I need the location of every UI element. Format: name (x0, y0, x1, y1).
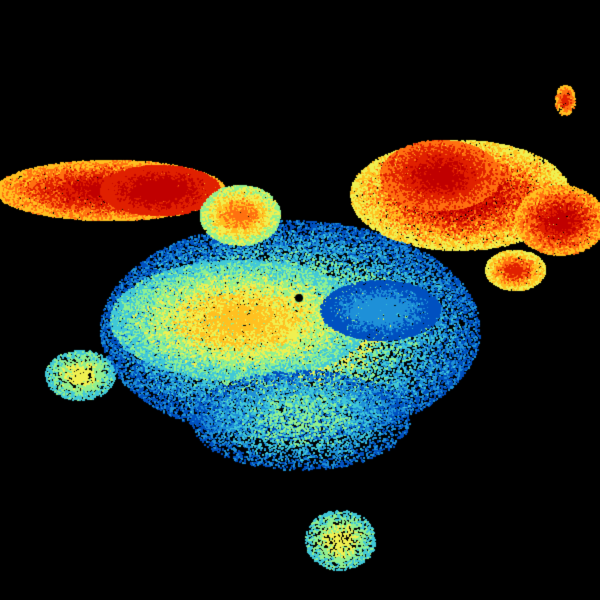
radar-image (0, 0, 600, 600)
radar-echo-canvas (0, 0, 600, 600)
